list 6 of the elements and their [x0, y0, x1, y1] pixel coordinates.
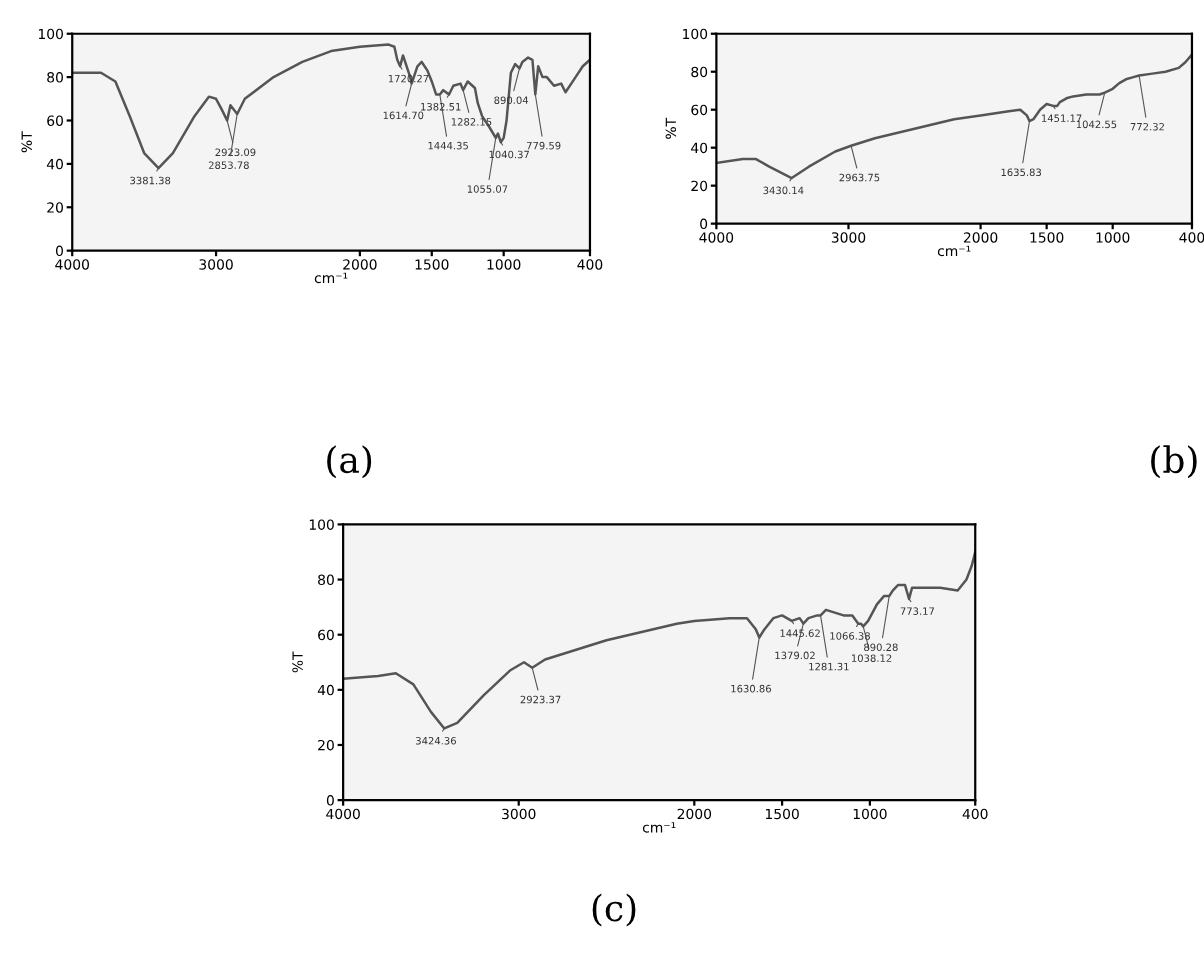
text: (b)	[1151, 445, 1197, 479]
text: (c)	[592, 893, 636, 927]
line-series	[72, 43, 590, 172]
line-series	[716, 53, 1192, 182]
text: (a)	[327, 445, 372, 479]
line-series	[343, 550, 976, 732]
